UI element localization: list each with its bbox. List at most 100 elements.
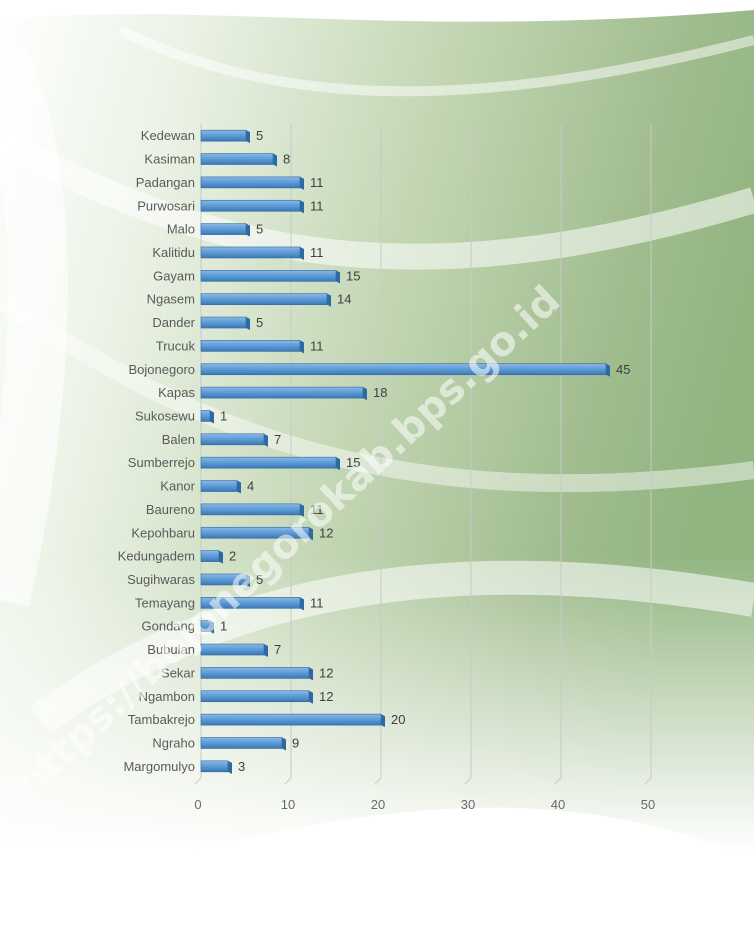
gridline-base-40 — [554, 777, 562, 785]
bar-side — [327, 293, 331, 307]
data-label: 4 — [247, 479, 254, 494]
bar — [200, 550, 220, 562]
gridline-base-30 — [464, 777, 472, 785]
data-label: 18 — [373, 385, 387, 400]
data-label: 5 — [256, 222, 263, 237]
bar — [200, 153, 274, 165]
bar — [200, 316, 247, 329]
data-label: 7 — [274, 432, 281, 447]
x-tick-label: 20 — [371, 797, 385, 812]
category-label: Kapas — [158, 385, 195, 400]
bar-side — [246, 223, 250, 237]
category-label: Ngraho — [152, 735, 195, 750]
bar-side — [300, 176, 304, 190]
bar-side — [237, 480, 241, 494]
bar — [200, 223, 247, 235]
bar — [200, 667, 310, 679]
category-label: Kedewan — [141, 128, 195, 143]
data-label: 8 — [283, 152, 290, 167]
data-label: 7 — [274, 642, 281, 657]
x-tick-label: 30 — [461, 797, 475, 812]
gridline-base-20 — [374, 777, 382, 785]
bar-side — [219, 550, 223, 564]
data-label: 14 — [337, 292, 351, 307]
bar-side — [363, 387, 367, 401]
category-label: Baureno — [146, 502, 195, 517]
data-labels: 5811115111514511451817154111225111712122… — [220, 128, 630, 774]
category-label: Sukosewu — [135, 408, 195, 423]
data-label: 15 — [346, 455, 360, 470]
x-axis-tick-labels: 0 10 20 30 40 50 — [194, 797, 655, 812]
watermark: https://bojonegorokab.bps.go.id — [5, 277, 569, 807]
bar-side — [246, 130, 250, 144]
data-label: 11 — [310, 198, 324, 213]
category-label: Gondang — [142, 619, 196, 634]
bar — [200, 456, 337, 469]
bar — [200, 293, 328, 305]
category-label: Kepohbaru — [131, 525, 195, 540]
bar — [200, 386, 364, 399]
data-label: 11 — [310, 502, 324, 517]
data-label: 9 — [292, 735, 299, 750]
bar — [200, 129, 247, 142]
category-labels: Kedewan Kasiman Padangan Purwosari Malo Kalit… — [118, 128, 196, 774]
category-label: Sumberrejo — [128, 455, 195, 470]
category-label: Margomulyo — [123, 759, 195, 774]
category-label: Trucuk — [156, 338, 196, 353]
category-label: Bojonegoro — [129, 362, 196, 377]
gridlines — [194, 124, 652, 785]
bar-side — [300, 200, 304, 214]
bar-side — [336, 457, 340, 471]
bar-side — [210, 620, 214, 634]
category-label: Ngasem — [147, 292, 195, 307]
bar-side — [606, 363, 610, 377]
bar-side — [210, 410, 214, 424]
bar-side — [246, 317, 250, 331]
category-label: Balen — [162, 432, 195, 447]
category-label: Kalitidu — [152, 245, 195, 260]
bar-side — [228, 760, 232, 774]
data-label: 12 — [319, 665, 333, 680]
x-tick-label: 0 — [194, 797, 201, 812]
gridline-base-50 — [644, 777, 652, 785]
bar — [200, 480, 238, 492]
bar-side — [300, 246, 304, 260]
data-label: 5 — [256, 128, 263, 143]
bar — [200, 433, 265, 446]
bar — [200, 176, 301, 189]
category-label: Kedungadem — [118, 549, 195, 564]
bar — [200, 690, 310, 703]
gridline-base-0 — [194, 777, 202, 785]
bar-side — [246, 573, 250, 587]
x-tick-label: 40 — [551, 797, 565, 812]
category-label: Gayam — [153, 268, 195, 283]
data-label: 11 — [310, 338, 324, 353]
bar-side — [300, 503, 304, 517]
category-label: Tambakrejo — [128, 712, 195, 727]
category-label: Dander — [152, 315, 195, 330]
data-label: 2 — [229, 549, 236, 564]
bar — [200, 246, 301, 259]
bar-side — [381, 714, 385, 728]
data-label: 3 — [238, 759, 245, 774]
data-label: 1 — [220, 619, 227, 634]
bar-side — [300, 340, 304, 354]
data-label: 11 — [310, 175, 324, 190]
data-label: 11 — [310, 245, 324, 260]
bar — [200, 410, 211, 422]
bars — [200, 129, 610, 774]
bar — [200, 340, 301, 352]
bar-side — [309, 667, 313, 681]
category-label: Temayang — [135, 595, 195, 610]
category-label: Kanor — [160, 479, 195, 494]
bar — [200, 737, 283, 749]
category-label: Padangan — [136, 175, 195, 190]
category-label: Malo — [167, 222, 195, 237]
data-label: 12 — [319, 689, 333, 704]
data-label: 5 — [256, 572, 263, 587]
category-label: Bubulan — [147, 642, 195, 657]
category-label: Sugihwaras — [127, 572, 195, 587]
data-label: 1 — [220, 408, 227, 423]
data-label: 45 — [616, 362, 630, 377]
